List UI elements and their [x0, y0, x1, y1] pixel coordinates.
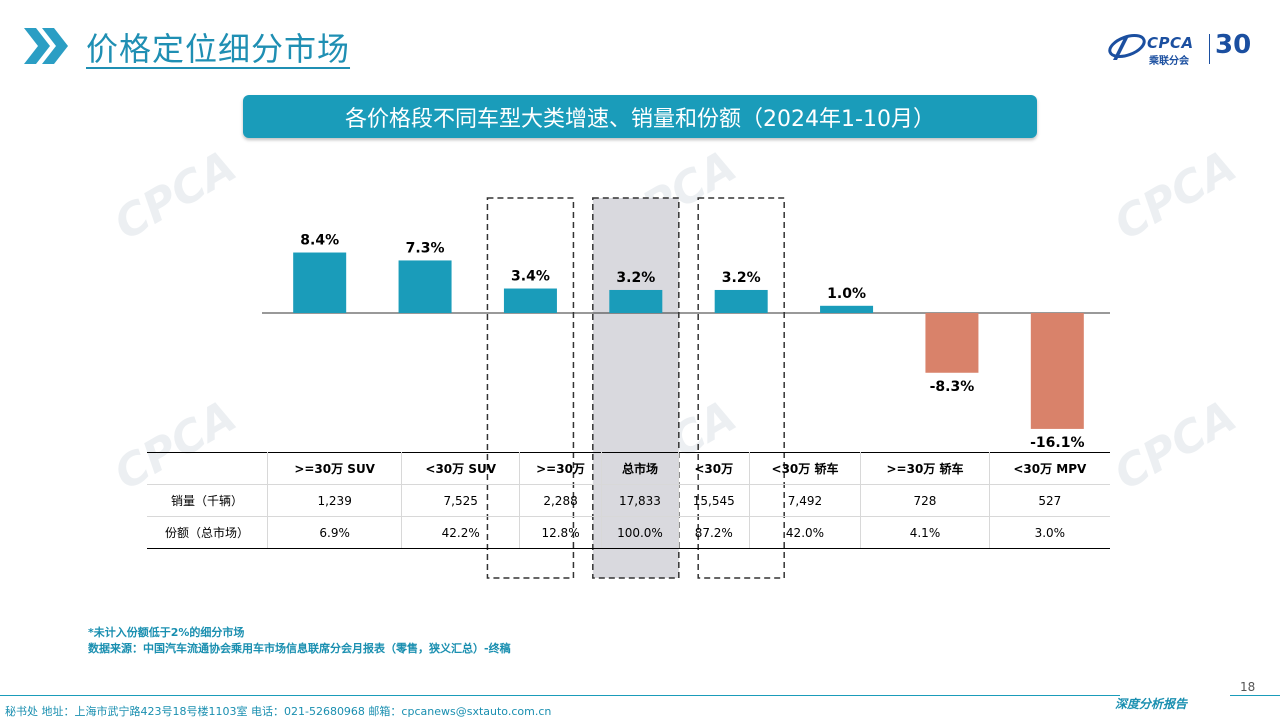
data-label: -8.3% [930, 379, 975, 395]
bar [925, 313, 979, 373]
table-header-cell: <30万 SUV [401, 452, 521, 485]
data-label: 3.2% [722, 270, 761, 286]
table-cell: 527 [989, 484, 1110, 517]
table-corner-cell [147, 452, 268, 485]
table-header-cell: >=30万 轿车 [860, 452, 990, 485]
data-table: >=30万 SUV <30万 SUV >=30万 总市场 <30万 <30万 轿… [147, 452, 1110, 549]
table-cell: 2,288 [519, 484, 602, 517]
table-header-cell: <30万 MPV [989, 452, 1110, 485]
data-source: 数据来源：中国汽车流通协会乘用车市场信息联席分会月报表（零售，狭义汇总）-终稿 [88, 642, 511, 655]
footer-divider [1230, 695, 1280, 696]
row-label: 份额（总市场） [147, 516, 268, 549]
bar [1030, 313, 1084, 429]
page-number: 18 [1240, 680, 1256, 694]
data-label: 3.4% [511, 269, 550, 285]
table-header-cell: <30万 轿车 [749, 452, 862, 485]
table-cell: 17,833 [601, 484, 679, 517]
table-cell: 100.0% [601, 516, 679, 549]
table-cell: 87.2% [678, 516, 750, 549]
footer-divider [0, 695, 1120, 696]
highlight-box-outline [592, 197, 680, 579]
table-cell: 6.9% [267, 516, 403, 549]
data-label: -16.1% [1030, 435, 1084, 451]
table-cell: 7,525 [401, 484, 521, 517]
table-header-row: >=30万 SUV <30万 SUV >=30万 总市场 <30万 <30万 轿… [147, 452, 1110, 485]
table-cell: 42.2% [401, 516, 521, 549]
table-header-cell: >=30万 [519, 452, 602, 485]
table-row-sales: 销量（千辆） 1,239 7,525 2,288 17,833 15,545 7… [147, 484, 1110, 517]
bar [398, 260, 452, 313]
data-label: 8.4% [300, 233, 339, 249]
footer-report-label: 深度分析报告 [1115, 697, 1188, 711]
page-title: 价格定位细分市场 [86, 30, 351, 68]
highlight-box-outline [697, 197, 785, 579]
table-cell: 4.1% [860, 516, 990, 549]
table-cell: 12.8% [519, 516, 602, 549]
bar [293, 252, 347, 313]
data-label: 1.0% [827, 286, 866, 302]
chart-title-banner: 各价格段不同车型大类增速、销量和份额（2024年1-10月） [243, 95, 1037, 138]
bar [714, 289, 768, 313]
table-cell: 42.0% [749, 516, 862, 549]
logo-text: CPCA [1147, 34, 1194, 52]
highlight-box-outline [486, 197, 575, 579]
cpca-logo: CPCA 乘联分会 30 [1103, 30, 1263, 70]
anniversary-badge: 30 [1215, 30, 1252, 60]
chart-title: 各价格段不同车型大类增速、销量和份额（2024年1-10月） [345, 106, 935, 132]
bar [820, 305, 874, 313]
table-cell: 3.0% [989, 516, 1110, 549]
logo-divider [1209, 34, 1210, 64]
data-label: 3.2% [616, 270, 655, 286]
header-chevron-icon [24, 28, 68, 64]
cpca-emblem-icon [1108, 34, 1146, 60]
table-header-cell: <30万 [678, 452, 750, 485]
table-header-cell: 总市场 [601, 452, 679, 485]
table-header-cell: >=30万 SUV [267, 452, 403, 485]
bar [503, 288, 557, 313]
logo-subtext: 乘联分会 [1149, 56, 1189, 67]
table-cell: 1,239 [267, 484, 403, 517]
footer-contact: 秘书处 地址：上海市武宁路423号18号楼1103室 电话：021-526809… [5, 705, 552, 718]
row-label: 销量（千辆） [147, 484, 268, 517]
table-row-share: 份额（总市场） 6.9% 42.2% 12.8% 100.0% 87.2% 42… [147, 516, 1110, 549]
table-cell: 15,545 [678, 484, 750, 517]
bar [609, 289, 663, 313]
data-label: 7.3% [406, 240, 445, 256]
table-cell: 728 [860, 484, 990, 517]
table-cell: 7,492 [749, 484, 862, 517]
footnote: *未计入份额低于2%的细分市场 [88, 626, 245, 639]
